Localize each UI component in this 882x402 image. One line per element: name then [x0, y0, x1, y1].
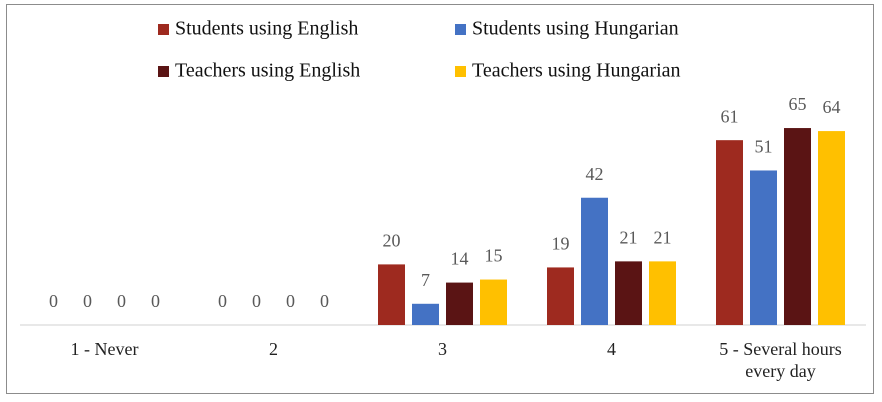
- data-label: 65: [789, 94, 807, 114]
- chart-frame: [6, 4, 874, 394]
- legend-label: Students using Hungarian: [472, 18, 679, 40]
- data-label: 0: [252, 291, 261, 311]
- data-label: 0: [286, 291, 295, 311]
- bar: [581, 197, 608, 325]
- data-label: 0: [218, 291, 227, 311]
- legend-label: Teachers using Hungarian: [472, 60, 681, 82]
- data-label: 64: [823, 97, 841, 117]
- data-label: 0: [83, 291, 92, 311]
- x-tick-label: 3: [438, 339, 447, 359]
- bar: [750, 170, 777, 325]
- data-label: 20: [383, 231, 401, 251]
- x-tick-label: 1 - Never: [70, 339, 139, 359]
- data-label: 51: [755, 137, 773, 157]
- data-label: 42: [586, 164, 604, 184]
- bar: [818, 131, 845, 325]
- bar: [547, 267, 574, 325]
- bar: [480, 279, 507, 325]
- bar: [784, 128, 811, 325]
- data-label: 19: [552, 234, 570, 254]
- data-label: 0: [151, 291, 160, 311]
- data-label: 14: [451, 249, 469, 269]
- x-tick-label: 4: [607, 339, 616, 359]
- x-tick-label: 2: [269, 339, 278, 359]
- legend-label: Teachers using English: [175, 60, 360, 82]
- bar: [649, 261, 676, 325]
- legend-swatch: [158, 24, 169, 35]
- data-label: 61: [721, 106, 739, 126]
- legend-swatch: [158, 66, 169, 77]
- bar: [716, 140, 743, 325]
- bar: [412, 303, 439, 325]
- data-label: 21: [620, 227, 638, 247]
- x-tick-label: 5 - Several hours every day: [719, 339, 842, 381]
- data-label: 21: [654, 227, 672, 247]
- data-label: 15: [485, 246, 503, 266]
- data-label: 0: [320, 291, 329, 311]
- legend-swatch: [455, 66, 466, 77]
- bar: [378, 264, 405, 325]
- legend-swatch: [455, 24, 466, 35]
- data-label: 7: [421, 270, 430, 290]
- legend-label: Students using English: [175, 18, 358, 40]
- data-label: 0: [117, 291, 126, 311]
- bar: [446, 282, 473, 325]
- data-label: 0: [49, 291, 58, 311]
- bar: [615, 261, 642, 325]
